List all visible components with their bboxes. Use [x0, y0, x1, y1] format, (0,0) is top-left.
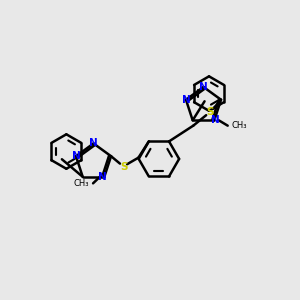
Text: CH₃: CH₃	[74, 179, 89, 188]
Text: S: S	[206, 107, 214, 117]
Text: N: N	[199, 82, 208, 92]
Text: N: N	[89, 139, 98, 148]
Text: N: N	[212, 115, 220, 125]
Text: N: N	[72, 151, 80, 161]
Text: N: N	[182, 95, 190, 105]
Text: CH₃: CH₃	[232, 121, 247, 130]
Text: N: N	[98, 172, 107, 182]
Text: S: S	[120, 162, 127, 172]
